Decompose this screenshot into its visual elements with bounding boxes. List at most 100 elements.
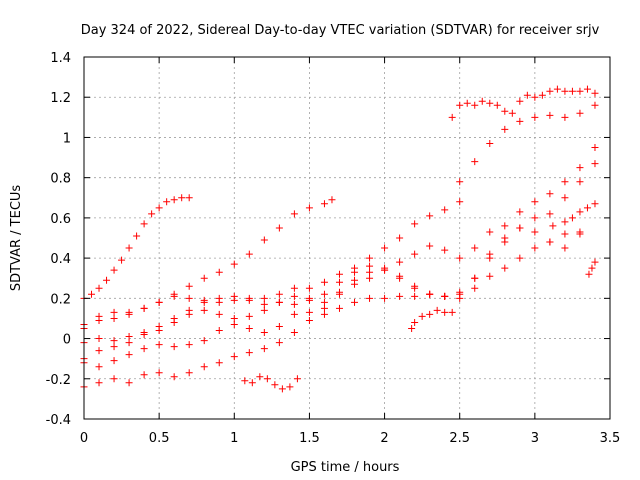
data-point	[290, 210, 298, 218]
data-point	[178, 194, 186, 202]
data-point	[471, 244, 479, 252]
data-point	[230, 320, 238, 328]
data-point	[478, 97, 486, 105]
data-point	[471, 101, 479, 109]
data-point	[471, 284, 479, 292]
data-point	[230, 314, 238, 322]
x-tick-label: 1.5	[299, 431, 320, 446]
data-point	[88, 290, 96, 298]
data-point	[411, 282, 419, 290]
data-point	[200, 274, 208, 282]
data-point	[546, 111, 554, 119]
data-point	[118, 256, 126, 264]
data-point	[456, 198, 464, 206]
data-point	[148, 210, 156, 218]
data-point	[508, 109, 516, 117]
data-point	[215, 310, 223, 318]
data-point	[95, 379, 103, 387]
data-point	[561, 194, 569, 202]
data-point	[245, 312, 253, 320]
data-point	[185, 341, 193, 349]
data-point	[546, 190, 554, 198]
data-point	[170, 373, 178, 381]
data-point	[516, 97, 524, 105]
data-point	[471, 274, 479, 282]
data-point	[155, 204, 163, 212]
data-point	[433, 306, 441, 314]
data-point	[155, 298, 163, 306]
data-point	[426, 290, 434, 298]
data-point	[140, 371, 148, 379]
data-point	[471, 158, 479, 166]
data-point	[486, 250, 494, 258]
data-point	[185, 194, 193, 202]
data-point	[549, 222, 557, 230]
data-point	[486, 228, 494, 236]
x-tick-label: 2.5	[449, 431, 470, 446]
y-tick-label: 1.4	[50, 51, 71, 66]
data-point	[185, 294, 193, 302]
y-axis: -0.4 -0.2 0 0.2 0.4 0.6 0.8 1 1.2 1.4	[46, 51, 610, 428]
x-tick-label: 0	[80, 431, 88, 446]
data-point	[531, 93, 539, 101]
data-point	[170, 318, 178, 326]
data-point	[320, 200, 328, 208]
data-point	[305, 316, 313, 324]
data-point	[215, 294, 223, 302]
data-point	[215, 359, 223, 367]
data-point	[275, 339, 283, 347]
data-point	[591, 200, 599, 208]
data-point	[140, 345, 148, 353]
y-tick-label: -0.2	[46, 373, 71, 388]
data-point	[328, 196, 336, 204]
y-axis-label: SDTVAR / TECUs	[9, 185, 24, 292]
data-point	[441, 308, 449, 316]
data-point	[200, 306, 208, 314]
data-point	[448, 308, 456, 316]
x-tick-label: 3	[531, 431, 539, 446]
y-tick-label: 0.6	[50, 212, 71, 227]
data-point	[381, 264, 389, 272]
data-point	[103, 276, 111, 284]
data-points	[80, 85, 599, 393]
data-point	[155, 327, 163, 335]
data-point	[155, 369, 163, 377]
y-tick-label: 1.2	[50, 91, 71, 106]
data-point	[125, 310, 133, 318]
data-point	[320, 310, 328, 318]
data-point	[245, 250, 253, 258]
data-point	[456, 178, 464, 186]
data-point	[200, 337, 208, 345]
data-point	[396, 292, 404, 300]
y-tick-label: 0.2	[50, 292, 71, 307]
y-tick-label: 0	[63, 333, 71, 348]
data-point	[125, 379, 133, 387]
data-point	[241, 377, 249, 385]
data-point	[305, 204, 313, 212]
data-point	[396, 272, 404, 280]
plot-frame	[83, 56, 611, 420]
data-point	[561, 244, 569, 252]
data-point	[411, 318, 419, 326]
data-point	[305, 294, 313, 302]
data-point	[351, 264, 359, 272]
data-point	[125, 351, 133, 359]
data-point	[576, 208, 584, 216]
data-point	[531, 228, 539, 236]
data-point	[286, 383, 294, 391]
data-point	[591, 101, 599, 109]
data-point	[576, 178, 584, 186]
data-point	[531, 244, 539, 252]
data-point	[110, 266, 118, 274]
data-point	[366, 274, 374, 282]
data-point	[260, 294, 268, 302]
data-point	[531, 113, 539, 121]
data-point	[95, 363, 103, 371]
data-point	[245, 325, 253, 332]
data-point	[591, 258, 599, 266]
grid-lines	[84, 57, 610, 419]
data-point	[110, 343, 118, 351]
data-point	[245, 296, 253, 304]
data-point	[200, 363, 208, 371]
data-point	[583, 204, 591, 212]
